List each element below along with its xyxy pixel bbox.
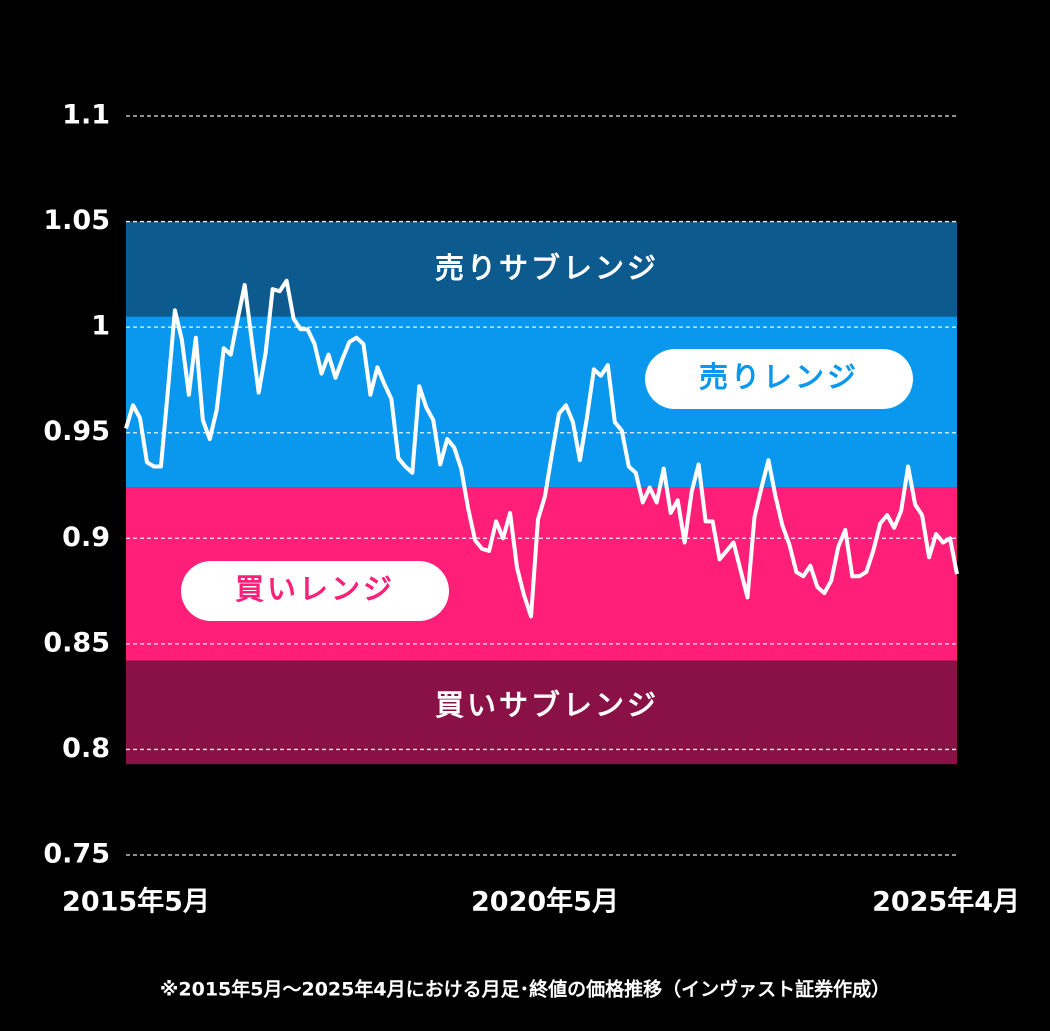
footnote: ※2015年5月～2025年4月における月足･終値の価格推移（インヴァスト証券作…	[160, 978, 890, 1001]
band-label: 売りレンジ	[699, 360, 859, 394]
label-pill	[181, 561, 449, 621]
y-tick-label: 1.05	[43, 205, 110, 236]
band-label: 買いサブレンジ	[435, 688, 659, 722]
band-label: 買いレンジ	[235, 572, 395, 606]
y-tick-label: 0.75	[43, 839, 110, 870]
y-tick-label: 0.85	[43, 627, 110, 658]
range-band	[126, 660, 957, 765]
y-tick-label: 1.1	[62, 100, 110, 131]
x-tick-label: 2020年5月	[471, 886, 619, 918]
y-tick-label: 0.95	[43, 416, 110, 447]
y-tick-label: 0.8	[62, 733, 110, 764]
y-tick-label: 0.9	[62, 522, 110, 553]
range-band	[126, 221, 957, 317]
label-pill	[645, 349, 913, 409]
x-tick-label: 2025年4月	[872, 886, 1020, 918]
price-line	[124, 278, 959, 619]
band-label: 売りサブレンジ	[435, 251, 659, 285]
x-tick-label: 2015年5月	[62, 886, 210, 918]
y-tick-label: 1	[91, 311, 110, 342]
